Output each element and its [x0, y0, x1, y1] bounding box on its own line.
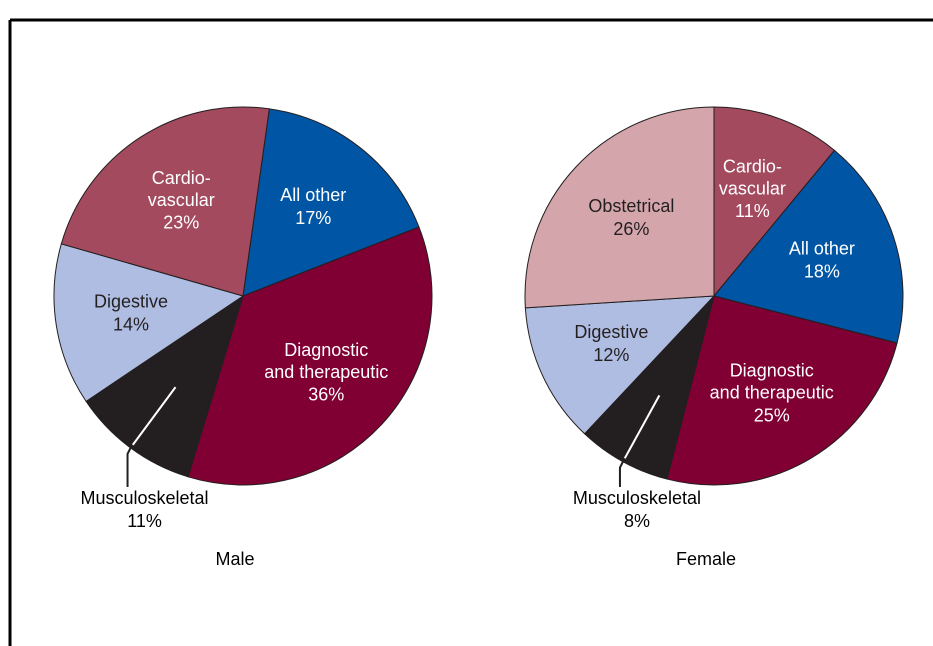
- pie-slice: [713, 149, 904, 344]
- leader-line: [618, 461, 624, 487]
- slice-value: 11%: [127, 511, 162, 531]
- slice-value: 26%: [613, 219, 649, 239]
- slice-label: Diagnostic and therapeutic: [264, 340, 388, 382]
- slice-label: Obstetrical: [588, 196, 674, 216]
- slice-label: All other: [280, 185, 346, 205]
- slice-label: Digestive: [574, 322, 648, 342]
- leader-line: [623, 394, 661, 459]
- slice-label: Musculoskeletal: [573, 488, 701, 508]
- pie-slice: [60, 106, 270, 297]
- pie-slice: [53, 243, 245, 403]
- pie-slice: [666, 295, 898, 486]
- slice-label: Digestive: [94, 291, 168, 311]
- pie-slice: [713, 106, 836, 298]
- slice-value: 11%: [735, 201, 770, 221]
- chart-title: Female: [676, 549, 736, 569]
- slice-label: Cardio-vascular: [719, 156, 786, 198]
- slice-value: 23%: [163, 213, 199, 233]
- slice-value: 17%: [295, 208, 331, 228]
- pie-slice: [524, 295, 716, 435]
- slice-value: 12%: [593, 345, 629, 365]
- chart-title: Male: [215, 549, 254, 569]
- slice-label: Diagnostic and therapeutic: [710, 360, 834, 402]
- slice-value: 36%: [308, 385, 344, 405]
- slice-value: 25%: [754, 405, 790, 425]
- pie-slice: [524, 106, 715, 309]
- slice-label: All other: [789, 239, 855, 259]
- leader-line: [131, 386, 177, 446]
- pie-slice: [187, 226, 433, 486]
- pie-slice: [583, 295, 715, 480]
- leader-line: [126, 447, 132, 487]
- pie-slice: [242, 108, 420, 297]
- slice-value: 8%: [624, 511, 650, 531]
- slice-label: Cardio-vascular: [148, 168, 215, 210]
- slice-value: 18%: [804, 262, 840, 282]
- slice-label: Musculoskeletal: [81, 488, 209, 508]
- pie-slice: [85, 294, 244, 478]
- slice-value: 14%: [113, 314, 149, 334]
